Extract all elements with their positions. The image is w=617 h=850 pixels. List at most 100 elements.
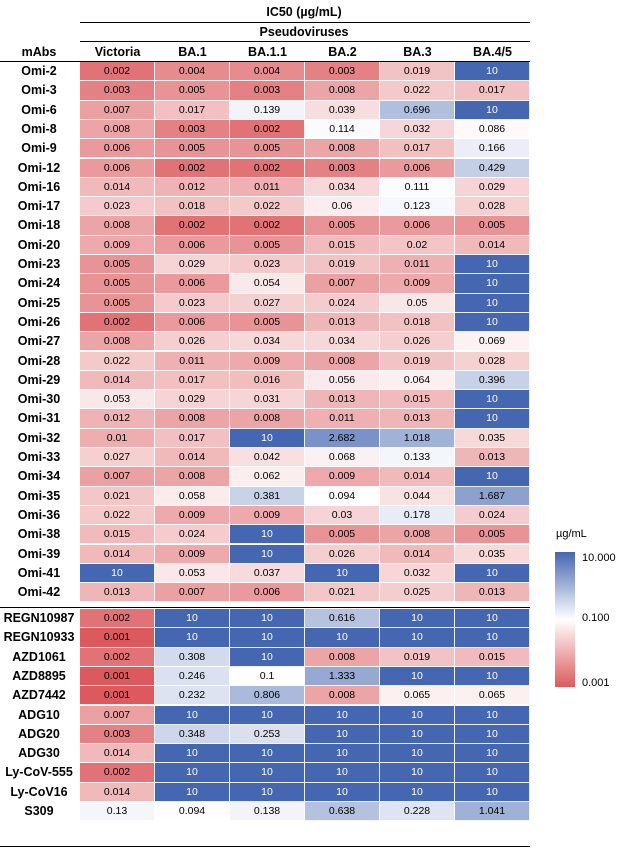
heatmap-cell: 10	[230, 782, 305, 802]
colorbar-title: µg/mL	[556, 528, 587, 540]
heatmap-cell: 0.021	[305, 583, 380, 603]
heatmap-cell: 0.006	[380, 216, 455, 236]
heatmap-cell: 0.008	[305, 351, 380, 371]
heatmap-cell: 10	[155, 609, 230, 629]
row-label-omi-30: Omi-30	[17, 392, 61, 407]
heatmap-cell: 0.007	[80, 100, 155, 120]
heatmap-cell: 10	[155, 628, 230, 648]
row-label-omi-35: Omi-35	[17, 488, 61, 503]
heatmap-cell: 0.023	[155, 293, 230, 313]
heatmap-cell: 10	[380, 782, 455, 802]
heatmap-cell: 10	[455, 293, 530, 313]
row-label-s309: S309	[24, 804, 54, 818]
heatmap-cell: 0.044	[380, 486, 455, 506]
heatmap-cell: 0.014	[80, 370, 155, 391]
heatmap-cell: 0.011	[155, 351, 230, 371]
heatmap-cell: 0.008	[230, 409, 305, 429]
row-label-omi-23: Omi-23	[17, 257, 61, 271]
column-header-ba-3: BA.3	[403, 45, 432, 59]
heatmap-cell: 10	[380, 744, 455, 764]
heatmap-cell: 0.064	[380, 370, 455, 391]
heatmap-cell: 0.014	[155, 448, 230, 468]
heatmap-cell: 10	[455, 724, 530, 745]
heatmap-cell: 0.065	[380, 686, 455, 706]
heatmap-cell: 0.019	[380, 62, 455, 82]
heatmap-cell: 0.019	[380, 647, 455, 667]
heatmap-cell: 0.178	[380, 505, 455, 526]
heatmap-cell: 0.05	[380, 293, 455, 313]
row-label-regn10987: REGN10987	[3, 611, 75, 625]
heatmap-cell: 0.111	[380, 177, 455, 198]
heatmap-cell: 0.015	[80, 525, 155, 545]
heatmap-cell: 0.308	[155, 647, 230, 667]
heatmap-cell: 0.006	[80, 139, 155, 159]
row-label-omi-38: Omi-38	[17, 527, 61, 542]
heatmap-cell: 10	[380, 666, 455, 687]
row-label-omi-25: Omi-25	[17, 295, 61, 310]
heatmap-cell: 0.008	[80, 216, 155, 236]
heatmap-cell: 10	[455, 255, 530, 275]
heatmap-cell: 0.13	[80, 802, 155, 822]
heatmap-cell: 0.034	[230, 332, 305, 352]
row-label-omi-20: Omi-20	[17, 237, 61, 252]
heatmap-cell: 0.396	[455, 370, 530, 391]
row-label-azd7442: AZD7442	[12, 688, 66, 703]
heatmap-cell: 0.429	[455, 158, 530, 178]
heatmap-cell: 10	[305, 763, 380, 783]
heatmap-cell: 0.008	[380, 525, 455, 545]
heatmap-cell: 0.022	[380, 81, 455, 101]
row-label-omi-27: Omi-27	[17, 334, 61, 349]
heatmap-cell: 1.041	[455, 802, 530, 822]
heatmap-cell: 0.002	[230, 158, 305, 178]
heatmap-cell: 0.024	[155, 525, 230, 545]
heatmap-cell: 0.002	[80, 609, 155, 629]
heatmap-cell: 10	[230, 525, 305, 545]
row-label-omi-29: Omi-29	[17, 372, 61, 387]
heatmap-cell: 0.228	[380, 802, 455, 822]
row-label-omi-2: Omi-2	[21, 64, 57, 78]
column-header-ba-1-1: BA.1.1	[248, 45, 287, 59]
heatmap-cell: 0.094	[155, 802, 230, 822]
heatmap-cell: 0.035	[455, 544, 530, 564]
heatmap-cell: 0.011	[380, 255, 455, 275]
heatmap-cell: 0.006	[80, 158, 155, 178]
heatmap-cell: 0.014	[80, 782, 155, 802]
heatmap-cell: 0.007	[80, 705, 155, 725]
heatmap-cell: 0.002	[155, 158, 230, 178]
heatmap-cell: 0.015	[455, 647, 530, 667]
table-bottom-rule	[0, 846, 530, 847]
heatmap-cell: 0.138	[230, 802, 305, 822]
heatmap-cell: 0.006	[155, 274, 230, 294]
heatmap-cell: 10	[305, 705, 380, 725]
heatmap-cell: 0.026	[155, 332, 230, 352]
heatmap-cell: 10	[455, 744, 530, 764]
heatmap-cell: 0.133	[380, 448, 455, 468]
heatmap-cell: 0.005	[305, 216, 380, 236]
heatmap-cell: 10	[305, 744, 380, 764]
heatmap-cell: 0.014	[380, 467, 455, 487]
heatmap-cell: 0.006	[380, 158, 455, 178]
heatmap-cell: 0.166	[455, 139, 530, 159]
heatmap-cell: 0.018	[155, 197, 230, 217]
heatmap-cell: 0.024	[455, 505, 530, 526]
heatmap-cell: 10	[380, 724, 455, 745]
heatmap-cell: 0.017	[155, 428, 230, 448]
heatmap-cell: 0.806	[230, 686, 305, 706]
heatmap-cell: 0.008	[305, 647, 380, 667]
heatmap-cell: 10	[455, 609, 530, 629]
heatmap-cell: 0.005	[230, 312, 305, 333]
column-header-ba-4-5: BA.4/5	[473, 45, 512, 59]
heatmap-cell: 0.005	[230, 235, 305, 255]
row-label-azd1061: AZD1061	[12, 649, 66, 664]
heatmap-cell: 0.03	[305, 505, 380, 526]
heatmap-cell: 0.014	[380, 544, 455, 564]
heatmap-cell: 0.003	[305, 158, 380, 178]
heatmap-cell: 0.017	[380, 139, 455, 159]
heatmap-cell: 0.008	[155, 467, 230, 487]
heatmap-cell: 10	[380, 763, 455, 783]
heatmap-cell: 0.003	[230, 81, 305, 101]
heatmap-cell: 0.013	[80, 583, 155, 603]
heatmap-cell: 0.06	[305, 197, 380, 217]
heatmap-cell: 0.006	[155, 312, 230, 333]
heatmap-cell: 0.014	[80, 544, 155, 564]
